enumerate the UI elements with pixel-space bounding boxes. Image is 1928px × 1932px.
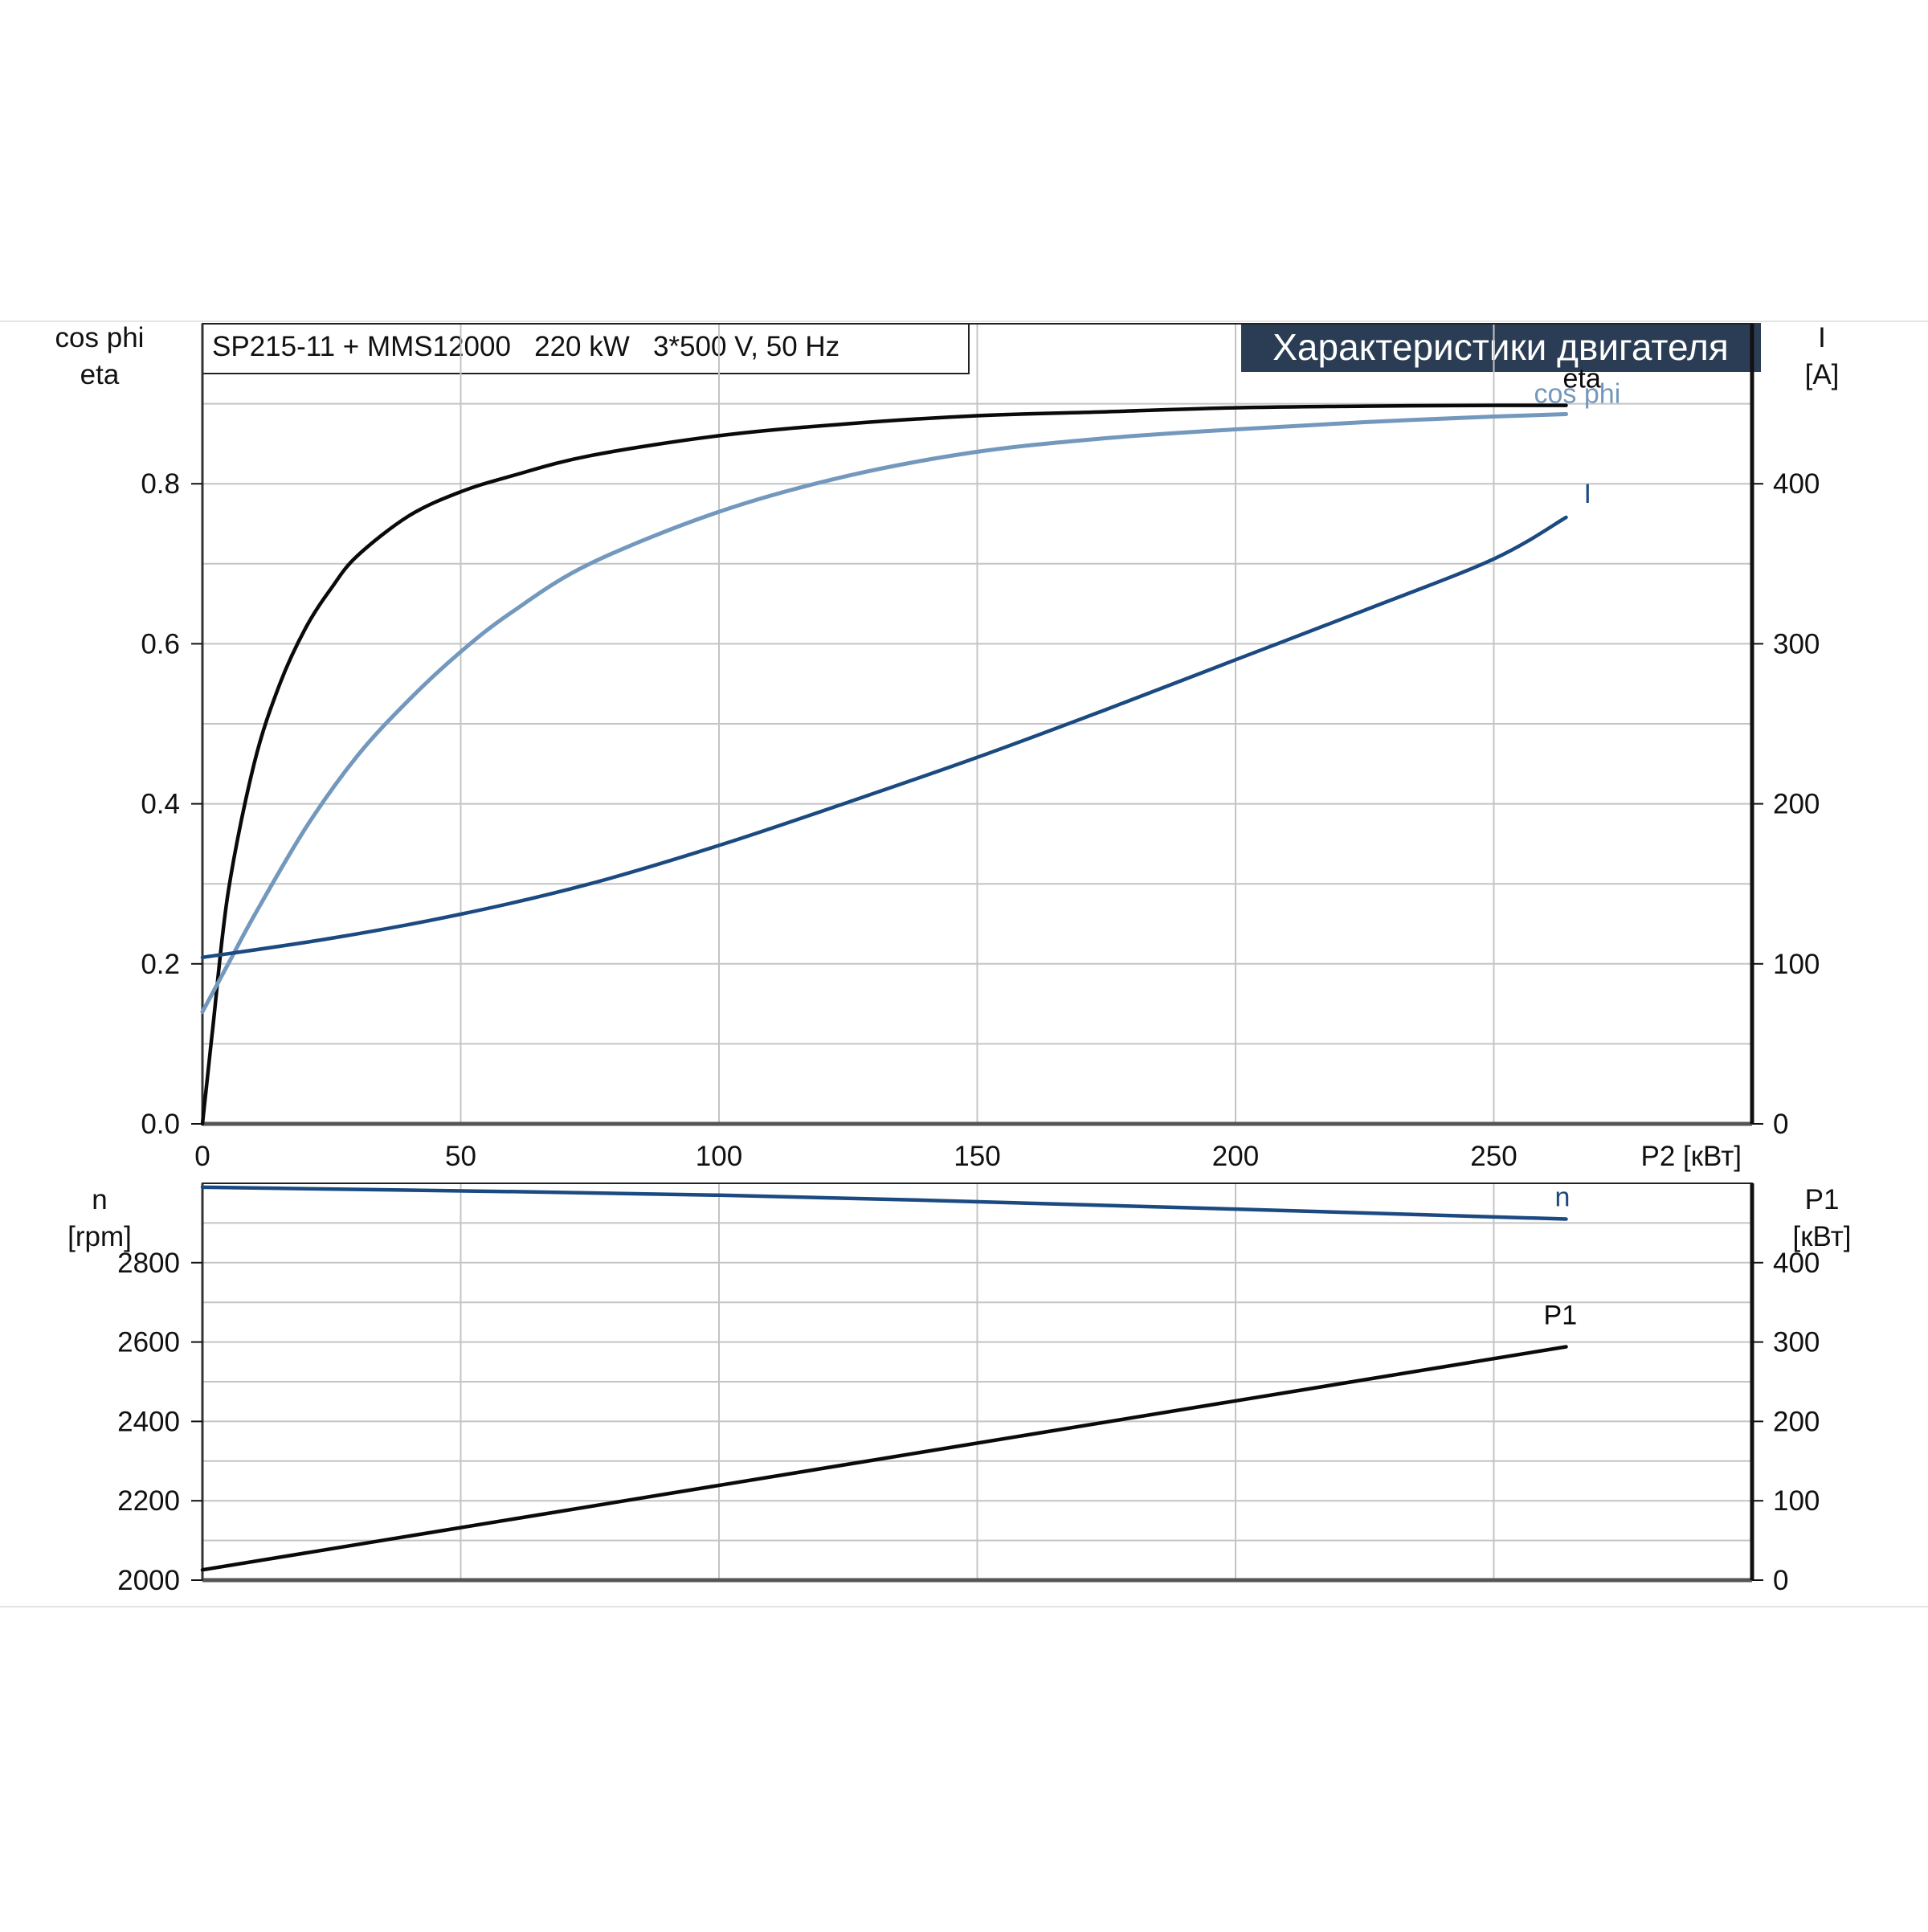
series-line-eta bbox=[200, 403, 1568, 1126]
series-line-i bbox=[200, 515, 1568, 960]
y-left-axis-title: [rpm] bbox=[67, 1221, 132, 1252]
y-right-tick-label: 0 bbox=[1773, 1109, 1788, 1140]
y-right-axis-title: [кВт] bbox=[1793, 1221, 1852, 1252]
y-left-tick-label: 0.4 bbox=[141, 789, 180, 820]
y-right-axis-title: I bbox=[1818, 322, 1826, 353]
y-left-tick-label: 2800 bbox=[117, 1248, 180, 1279]
y-right-tick-label: 200 bbox=[1773, 789, 1820, 820]
x-tick-label: 200 bbox=[1212, 1141, 1259, 1172]
y-left-axis-title: n bbox=[92, 1184, 107, 1215]
y-right-tick-label: 100 bbox=[1773, 949, 1820, 980]
series-line-p1 bbox=[200, 1345, 1568, 1572]
series-line-cos-phi bbox=[200, 412, 1568, 1015]
y-right-tick-label: 300 bbox=[1773, 1327, 1820, 1358]
y-right-axis-title: [A] bbox=[1805, 359, 1840, 390]
model-label-box: SP215-11 + MMS12000 220 kW 3*500 V, 50 H… bbox=[202, 323, 970, 374]
y-right-tick-label: 300 bbox=[1773, 628, 1820, 660]
series-line-n bbox=[200, 1185, 1568, 1221]
chart-title-badge: Характеристики двигателя bbox=[1241, 323, 1761, 372]
y-left-tick-label: 0.6 bbox=[141, 628, 180, 660]
y-left-tick-label: 0.2 bbox=[141, 949, 180, 980]
y-right-tick-label: 0 bbox=[1773, 1565, 1788, 1596]
y-right-tick-label: 400 bbox=[1773, 1248, 1820, 1279]
y-left-tick-label: 0.0 bbox=[141, 1109, 180, 1140]
y-left-tick-label: 0.8 bbox=[141, 468, 180, 500]
series-label-i: I bbox=[1584, 479, 1591, 509]
chart-title: Характеристики двигателя bbox=[1272, 326, 1729, 368]
series-label-cos-phi: cos phi bbox=[1534, 379, 1621, 410]
model-label: SP215-11 + MMS12000 220 kW 3*500 V, 50 H… bbox=[212, 331, 839, 362]
y-right-tick-label: 200 bbox=[1773, 1406, 1820, 1437]
x-tick-label: 250 bbox=[1470, 1141, 1517, 1172]
y-left-tick-label: 2400 bbox=[117, 1406, 180, 1437]
y-left-axis-title: eta bbox=[80, 359, 120, 390]
y-right-tick-label: 100 bbox=[1773, 1485, 1820, 1517]
y-left-tick-label: 2000 bbox=[117, 1565, 180, 1596]
y-left-tick-label: 2600 bbox=[117, 1327, 180, 1358]
grid bbox=[202, 1183, 1752, 1580]
y-left-axis-title: cos phi bbox=[55, 322, 145, 353]
x-tick-label: 50 bbox=[445, 1141, 476, 1172]
x-axis-title: P2 [кВт] bbox=[1640, 1141, 1742, 1172]
y-right-tick-label: 400 bbox=[1773, 468, 1820, 500]
series-label-eta: eta bbox=[1563, 364, 1601, 394]
upper-panel: 0.0 0.2 0.4 0.6 0.8 0 100 200 300 400 0 50 100 150 200… bbox=[55, 322, 1840, 1172]
series-label-n: n bbox=[1555, 1182, 1571, 1212]
y-left-tick-label: 2200 bbox=[117, 1485, 180, 1517]
x-tick-label: 150 bbox=[954, 1141, 1000, 1172]
grid bbox=[202, 324, 1752, 1124]
x-tick-label: 100 bbox=[696, 1141, 742, 1172]
lower-panel: 2000 2200 2400 2600 2800 0 100 200 300 400 n [rpm] P… bbox=[67, 1182, 1851, 1596]
x-tick-label: 0 bbox=[194, 1141, 210, 1172]
series-label-p1: P1 bbox=[1544, 1301, 1578, 1331]
y-right-axis-title: P1 bbox=[1805, 1184, 1840, 1215]
